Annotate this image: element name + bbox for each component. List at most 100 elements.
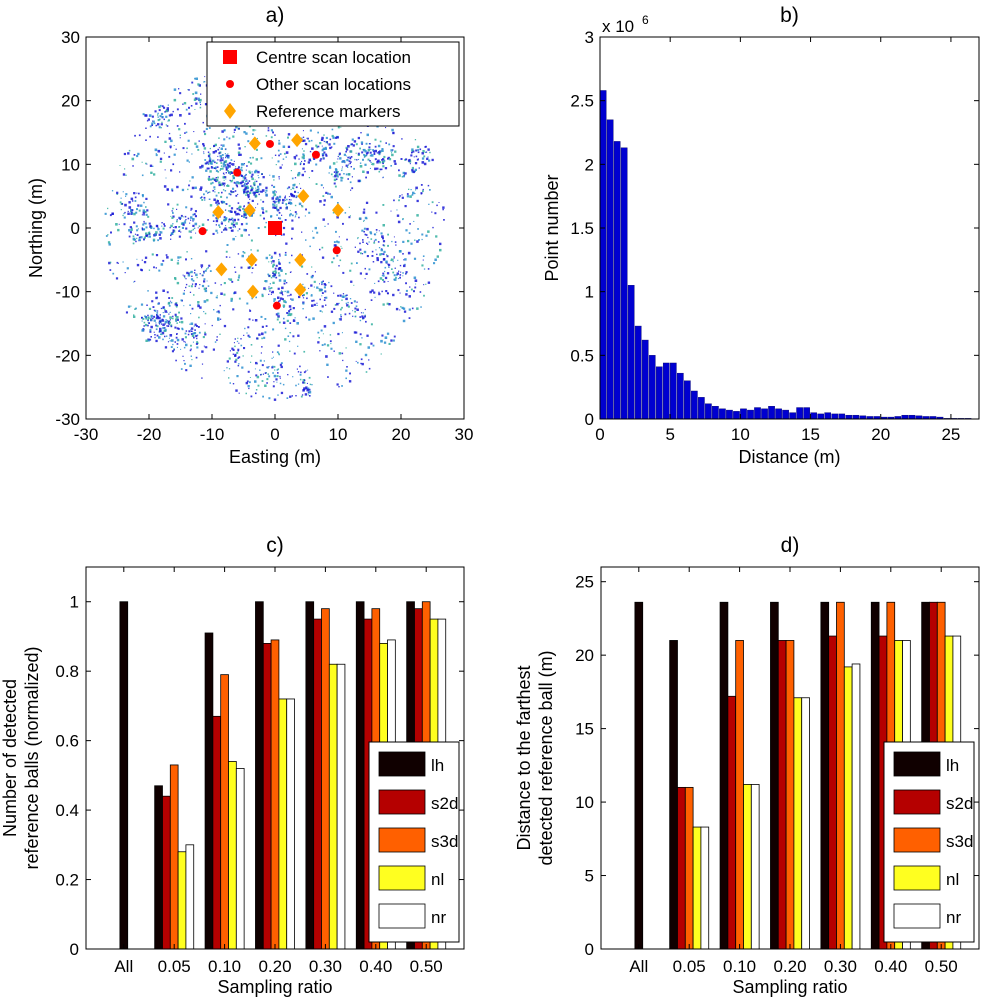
cloud-point	[350, 166, 352, 168]
cloud-point	[365, 154, 368, 157]
cloud-point	[423, 284, 425, 286]
cloud-point	[380, 232, 383, 235]
x-tick-label: 0	[595, 425, 604, 444]
cloud-point	[376, 253, 378, 256]
cloud-point	[158, 109, 161, 112]
cloud-point	[243, 211, 247, 214]
cloud-point	[370, 238, 373, 240]
cloud-point	[284, 251, 287, 254]
cloud-point	[255, 195, 258, 198]
cloud-point	[279, 363, 282, 366]
histogram-bar	[627, 285, 635, 420]
cloud-point	[190, 270, 193, 274]
cloud-point	[207, 285, 210, 287]
bar-s3d	[735, 640, 744, 950]
cloud-point	[220, 147, 223, 150]
cloud-point	[181, 222, 185, 225]
cloud-point	[291, 194, 294, 197]
cloud-point	[330, 310, 334, 313]
cloud-point	[229, 278, 233, 281]
cloud-point	[175, 359, 177, 362]
cloud-point	[261, 346, 263, 348]
x-tick-label: 0	[270, 425, 279, 444]
cloud-point	[322, 147, 326, 151]
cloud-point	[140, 303, 144, 306]
cloud-point	[152, 238, 156, 242]
cloud-point	[246, 179, 248, 181]
cloud-point	[297, 191, 299, 194]
cloud-point	[247, 161, 250, 164]
cloud-point	[265, 325, 268, 327]
cloud-point	[272, 281, 275, 284]
histogram-bar	[634, 325, 642, 420]
cloud-point	[260, 199, 262, 201]
legend-swatch-nr	[893, 903, 941, 929]
cloud-point	[328, 143, 331, 146]
cloud-point	[183, 305, 185, 307]
cloud-point	[390, 210, 392, 212]
cloud-point	[303, 387, 306, 390]
cloud-point	[292, 319, 296, 322]
cloud-point	[349, 269, 352, 272]
cloud-point	[159, 314, 161, 316]
cloud-point	[387, 281, 389, 282]
cloud-point	[280, 391, 284, 395]
cloud-point	[210, 178, 212, 181]
cloud-point	[145, 318, 147, 320]
cloud-point	[198, 331, 201, 334]
cloud-point	[262, 211, 265, 214]
cloud-point	[302, 154, 305, 157]
cloud-point	[355, 143, 358, 146]
histogram-bar	[698, 397, 705, 420]
cloud-point	[229, 218, 232, 221]
cloud-point	[172, 343, 174, 346]
cloud-point	[238, 228, 241, 230]
cloud-point	[124, 203, 127, 207]
cloud-point	[154, 336, 156, 339]
cloud-point	[165, 319, 167, 321]
cloud-point	[222, 201, 226, 204]
cloud-point	[278, 154, 280, 157]
cloud-point	[307, 369, 309, 371]
cloud-point	[245, 180, 247, 183]
cloud-point	[203, 196, 206, 199]
cloud-point	[176, 322, 178, 324]
cloud-point	[170, 215, 172, 217]
cloud-point	[279, 299, 281, 302]
cloud-point	[202, 144, 205, 147]
cloud-point	[155, 124, 157, 127]
cloud-point	[157, 228, 160, 231]
cloud-point	[340, 245, 342, 247]
cloud-point	[272, 131, 274, 134]
bar-nl	[843, 666, 853, 950]
cloud-point	[234, 360, 237, 363]
cloud-point	[369, 290, 372, 294]
cloud-point	[228, 165, 231, 168]
histogram-bar	[838, 413, 846, 420]
cloud-point	[288, 312, 291, 315]
cloud-point	[173, 88, 177, 91]
cloud-point	[150, 314, 153, 318]
cloud-point	[231, 347, 234, 350]
other-scan-location	[265, 139, 274, 148]
cloud-point	[361, 143, 363, 145]
cloud-point	[416, 240, 419, 243]
cloud-point	[271, 184, 273, 187]
cloud-point	[176, 220, 178, 223]
cloud-point	[371, 163, 373, 165]
cloud-point	[391, 153, 394, 157]
cloud-point	[274, 267, 277, 270]
histogram-bar	[705, 403, 712, 420]
cloud-point	[420, 184, 423, 186]
x-tick-label: 0.05	[158, 957, 191, 976]
cloud-point	[416, 199, 419, 203]
cloud-point	[438, 202, 440, 203]
cloud-point	[257, 203, 259, 205]
cloud-point	[164, 323, 166, 325]
cloud-point	[367, 243, 369, 245]
legend-label-nr: nr	[431, 908, 446, 927]
cloud-point	[222, 157, 224, 159]
cloud-point	[217, 170, 220, 173]
cloud-point	[116, 193, 119, 195]
cloud-point	[275, 276, 278, 279]
